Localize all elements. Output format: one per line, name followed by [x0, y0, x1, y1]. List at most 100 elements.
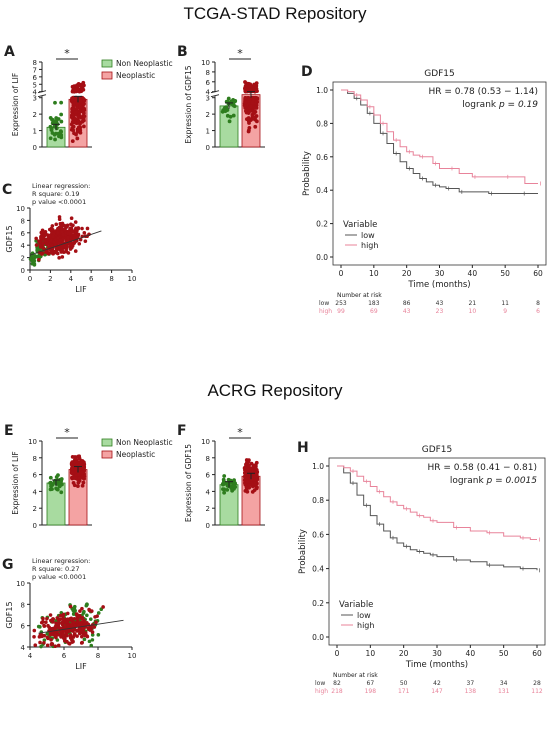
- data-point: [96, 611, 101, 615]
- data-point: [58, 129, 63, 134]
- data-point: [59, 100, 64, 105]
- regression-annotation: R square: 0.19: [32, 190, 79, 198]
- data-point: [75, 136, 80, 141]
- data-point: [72, 236, 77, 241]
- data-point: [88, 628, 92, 632]
- data-point: [246, 128, 251, 133]
- data-point: [56, 131, 61, 136]
- y-tick-label: 0: [206, 522, 210, 530]
- x-tick-label: 0: [28, 275, 32, 283]
- risk-value: 28: [533, 680, 541, 687]
- km-curve-low: [341, 89, 538, 195]
- legend-title: Variable: [339, 600, 373, 610]
- data-point: [58, 221, 63, 226]
- y-tick-label: 2: [33, 111, 37, 119]
- data-point: [78, 104, 83, 109]
- data-point: [69, 115, 74, 120]
- data-point: [72, 131, 76, 136]
- data-point: [78, 628, 83, 633]
- data-point: [68, 231, 73, 236]
- data-point: [70, 96, 75, 101]
- points-neoplastic: [242, 80, 260, 134]
- points-non-neoplastic: [48, 473, 64, 495]
- legend-label: Non Neoplastic: [116, 438, 173, 447]
- y-tick-label: 4: [21, 242, 26, 250]
- km-curve-high: [337, 465, 537, 541]
- data-point: [45, 631, 50, 636]
- data-point: [82, 114, 87, 119]
- y-tick-label: 4: [33, 89, 38, 97]
- x-tick-label: 30: [435, 269, 445, 278]
- data-point: [76, 226, 81, 230]
- risk-value: 86: [403, 300, 411, 307]
- logrank-p: p = 0.0015: [486, 476, 538, 486]
- x-tick-label: 60: [532, 649, 542, 658]
- logrank-label: logrank: [462, 100, 499, 110]
- data-point: [60, 247, 64, 252]
- risk-row-label-low: low: [319, 300, 329, 307]
- data-point: [246, 458, 251, 463]
- data-point: [81, 102, 86, 106]
- data-point: [49, 128, 54, 132]
- data-point: [56, 231, 60, 236]
- data-point: [53, 131, 58, 136]
- x-tick-label: 50: [499, 649, 509, 658]
- data-point: [73, 249, 78, 253]
- data-point: [44, 232, 48, 237]
- data-point: [75, 628, 80, 633]
- y-tick-label: 4: [206, 488, 211, 496]
- data-point: [244, 462, 248, 467]
- x-tick-label: 60: [533, 269, 543, 278]
- y-tick-label: 3: [33, 95, 37, 103]
- logrank-text: logrank p = 0.0015: [450, 476, 537, 486]
- data-point: [78, 130, 83, 135]
- y-axis-label: Probability: [298, 529, 308, 574]
- y-tick-label: 8: [206, 455, 210, 463]
- y-tick-label: 6: [33, 472, 38, 480]
- risk-value: 198: [365, 688, 377, 695]
- data-point: [71, 612, 76, 616]
- logrank-label: logrank: [450, 476, 487, 486]
- data-point: [223, 105, 228, 110]
- risk-value: 42: [433, 680, 441, 687]
- data-point: [42, 633, 47, 638]
- axis-break-mark: [210, 90, 220, 94]
- legend-title: Variable: [343, 220, 377, 230]
- legend-label-high: high: [361, 241, 378, 250]
- data-point: [50, 224, 55, 228]
- data-point: [244, 109, 248, 113]
- data-point: [221, 487, 225, 492]
- data-point: [79, 634, 84, 639]
- data-point: [252, 109, 257, 114]
- data-point: [61, 232, 65, 237]
- y-tick-label: 2: [206, 505, 210, 513]
- data-point: [233, 98, 238, 103]
- data-point: [233, 485, 238, 489]
- data-point: [226, 96, 231, 101]
- data-point: [61, 636, 66, 640]
- regression-annotation: Linear regression:: [32, 182, 90, 190]
- data-point: [77, 241, 82, 246]
- legend-label: Non Neoplastic: [116, 59, 173, 68]
- data-point: [83, 633, 87, 638]
- data-point: [81, 460, 86, 465]
- data-point: [48, 475, 53, 480]
- panel-label-G: G: [2, 557, 14, 573]
- axis-break-mark: [210, 94, 220, 98]
- x-axis-label: Time (months): [405, 660, 468, 670]
- data-point: [80, 483, 85, 488]
- data-point: [78, 121, 82, 126]
- data-point: [70, 624, 75, 629]
- regression-line: [38, 619, 124, 634]
- data-point: [89, 643, 94, 648]
- x-tick-label: 40: [468, 269, 478, 278]
- data-point: [57, 217, 62, 222]
- x-tick-label: 20: [399, 649, 409, 658]
- risk-value: 69: [370, 308, 378, 315]
- data-point: [43, 239, 47, 243]
- data-point: [40, 252, 44, 256]
- data-point: [247, 96, 252, 101]
- data-point: [82, 97, 86, 102]
- data-point: [250, 100, 255, 105]
